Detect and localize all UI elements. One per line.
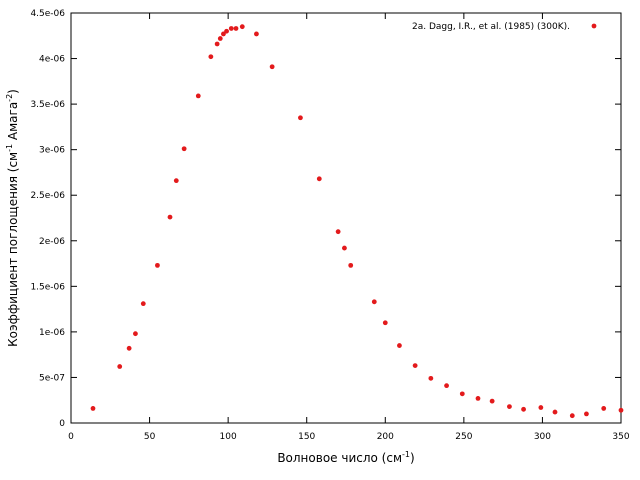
y-axis-label-superscript-2: -2	[5, 94, 14, 102]
data-point	[181, 146, 187, 152]
data-point	[217, 36, 223, 41]
data-point	[444, 383, 449, 389]
data-point	[342, 245, 347, 251]
plot-border	[70, 12, 622, 424]
data-point	[269, 64, 275, 70]
y-tick-label: 4.5e-06	[30, 9, 65, 19]
x-axis-label-text: Волновое число (см	[277, 451, 402, 465]
data-point	[214, 41, 220, 47]
data-point	[412, 363, 418, 368]
y-tick-label: 0	[59, 419, 65, 429]
data-point	[348, 262, 354, 268]
data-point	[584, 411, 589, 417]
data-point	[221, 31, 226, 37]
x-tick-label: 100	[220, 432, 237, 442]
data-point	[117, 364, 123, 369]
data-point	[382, 320, 388, 326]
data-point	[126, 345, 132, 351]
data-point	[371, 299, 377, 305]
y-tick-label: 4e-06	[39, 55, 65, 65]
data-point	[521, 406, 526, 412]
data-point	[475, 396, 481, 401]
data-point	[552, 409, 558, 415]
data-point	[195, 93, 201, 99]
y-tick-label: 3.5e-06	[30, 100, 65, 110]
x-tick-label: 50	[144, 432, 156, 442]
data-point	[167, 214, 173, 220]
data-point	[335, 229, 341, 235]
data-point	[254, 31, 259, 37]
y-tick-label: 1e-06	[39, 328, 65, 338]
x-axis-label-tail: )	[410, 451, 415, 465]
x-tick-label: 250	[455, 432, 472, 442]
y-tick-label: 5e-07	[39, 373, 65, 383]
data-point	[298, 115, 303, 121]
x-tick-label: 150	[298, 432, 315, 442]
data-point	[459, 391, 465, 397]
x-tick-label: 300	[534, 432, 551, 442]
x-axis-label: Волновое число (см-1)	[277, 450, 414, 465]
data-point	[489, 398, 495, 404]
y-axis-label-text: Коэффициент поглощения (см	[6, 152, 20, 347]
data-point	[233, 26, 239, 31]
y-tick-label: 2.5e-06	[30, 191, 65, 201]
data-point	[228, 26, 234, 31]
y-axis-label-unit: Амага	[6, 102, 20, 144]
data-point	[173, 178, 179, 184]
x-tick-label: 200	[377, 432, 394, 442]
data-point	[239, 24, 245, 30]
data-point	[90, 406, 96, 411]
data-point	[140, 301, 146, 307]
data-point	[507, 404, 512, 409]
x-tick-label: 350	[612, 432, 629, 442]
legend-marker	[591, 23, 597, 29]
data-point	[224, 28, 229, 34]
data-point	[316, 176, 322, 182]
x-axis-label-superscript: -1	[402, 450, 410, 459]
data-point	[133, 331, 138, 337]
y-axis-label: Коэффициент поглощения (см-1 Амага-2)	[5, 89, 20, 347]
y-axis-label-superscript-1: -1	[5, 144, 14, 152]
x-tick-label: 0	[68, 432, 74, 442]
y-tick-label: 1.5e-06	[30, 282, 65, 292]
data-point	[569, 413, 575, 419]
y-tick-label: 2e-06	[39, 237, 65, 247]
data-point	[538, 405, 544, 410]
data-point	[397, 343, 402, 348]
data-point	[618, 407, 624, 413]
legend-label: 2a. Dagg, I.R., et al. (1985) (300K).	[412, 22, 570, 32]
data-point	[601, 406, 607, 411]
data-point	[208, 54, 214, 60]
data-point	[428, 375, 434, 381]
y-axis-label-tail: )	[6, 89, 20, 94]
data-point	[155, 262, 160, 268]
y-tick-label: 3e-06	[39, 146, 65, 156]
